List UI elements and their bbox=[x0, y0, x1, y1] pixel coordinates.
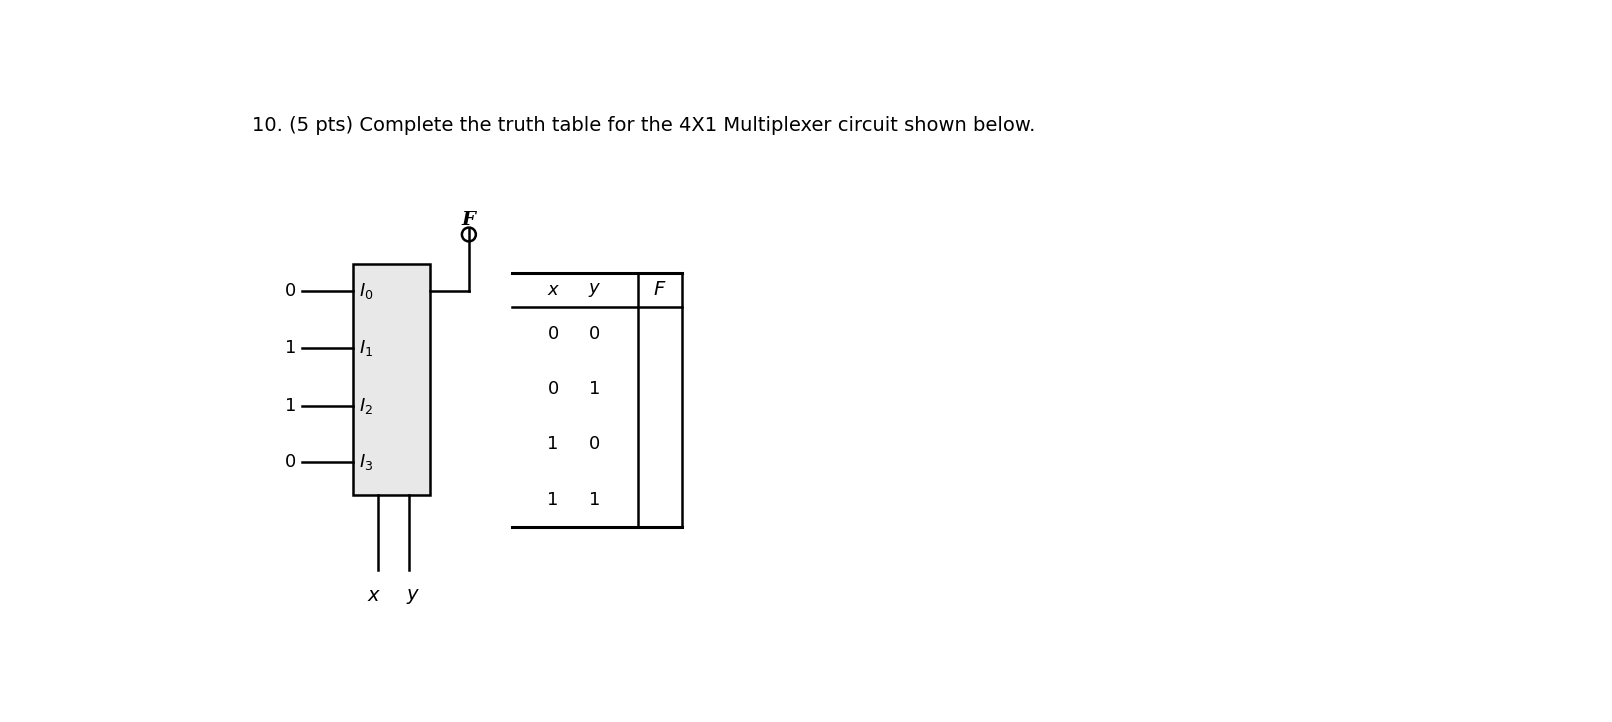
Text: $\mathit{x}$: $\mathit{x}$ bbox=[546, 281, 559, 299]
Text: 1: 1 bbox=[590, 490, 601, 508]
Text: $I_1$: $I_1$ bbox=[359, 339, 372, 358]
Text: 1: 1 bbox=[285, 339, 297, 357]
Text: 1: 1 bbox=[548, 435, 559, 453]
Bar bbox=[353, 264, 430, 495]
Text: $I_0$: $I_0$ bbox=[359, 281, 374, 300]
Text: $\mathit{y}$: $\mathit{y}$ bbox=[406, 587, 421, 606]
Text: 1: 1 bbox=[590, 380, 601, 399]
Text: 10. (5 pts) Complete the truth table for the 4X1 Multiplexer circuit shown below: 10. (5 pts) Complete the truth table for… bbox=[251, 116, 1035, 135]
Text: 0: 0 bbox=[285, 453, 297, 471]
Text: 0: 0 bbox=[590, 435, 601, 453]
Text: $\mathit{y}$: $\mathit{y}$ bbox=[588, 281, 601, 299]
Text: $I_3$: $I_3$ bbox=[359, 453, 372, 472]
Text: 0: 0 bbox=[285, 282, 297, 300]
Text: F: F bbox=[463, 212, 476, 230]
Circle shape bbox=[463, 227, 476, 241]
Text: $\mathit{x}$: $\mathit{x}$ bbox=[368, 587, 382, 605]
Text: 1: 1 bbox=[285, 397, 297, 415]
Text: 0: 0 bbox=[548, 380, 559, 399]
Text: $\mathit{F}$: $\mathit{F}$ bbox=[653, 281, 667, 299]
Text: 0: 0 bbox=[548, 326, 559, 344]
Text: 1: 1 bbox=[548, 490, 559, 508]
Text: $I_2$: $I_2$ bbox=[359, 396, 372, 416]
Text: 0: 0 bbox=[590, 326, 601, 344]
